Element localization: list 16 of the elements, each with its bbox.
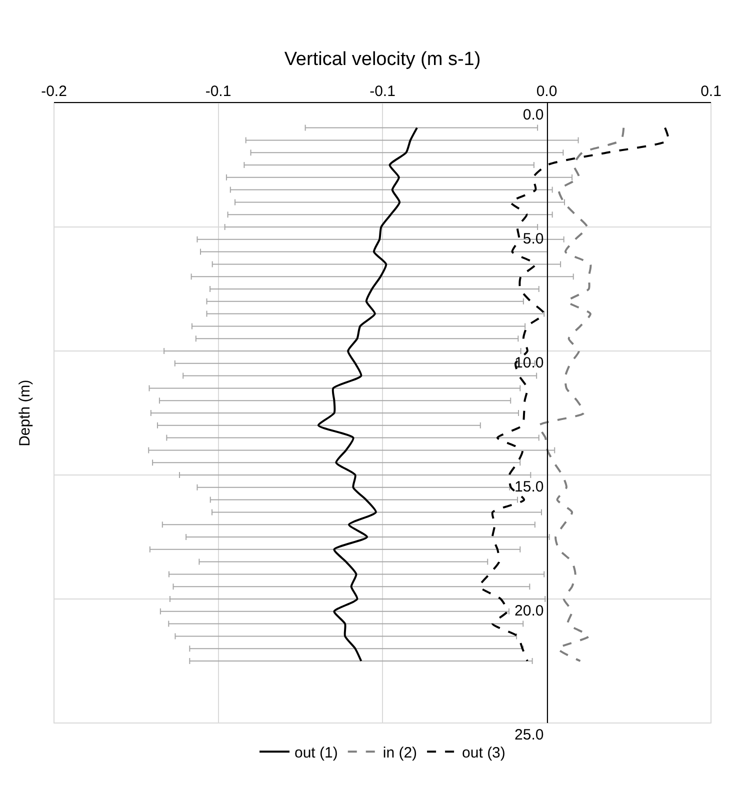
y-tick-label: 15.0	[514, 478, 544, 496]
x-axis-title: Vertical velocity (m s-1)	[284, 48, 481, 70]
x-tick-label: -0.1	[370, 83, 396, 100]
legend-label: in (2)	[382, 744, 418, 762]
y-tick-label: 10.0	[514, 354, 544, 372]
x-tick-label: 0.0	[536, 83, 558, 100]
y-axis-title: Depth (m)	[16, 380, 34, 446]
y-tick-label: 20.0	[514, 602, 544, 620]
x-tick-label: -0.1	[205, 83, 232, 100]
x-tick-label: -0.2	[41, 83, 67, 100]
x-tick-label: 0.1	[700, 83, 722, 100]
y-tick-label: 25.0	[514, 726, 544, 744]
y-tick-label: 5.0	[522, 230, 544, 248]
y-tick-label: 0.0	[522, 106, 544, 124]
legend-label: out (1)	[294, 744, 338, 762]
legend-label: out (3)	[462, 744, 506, 762]
